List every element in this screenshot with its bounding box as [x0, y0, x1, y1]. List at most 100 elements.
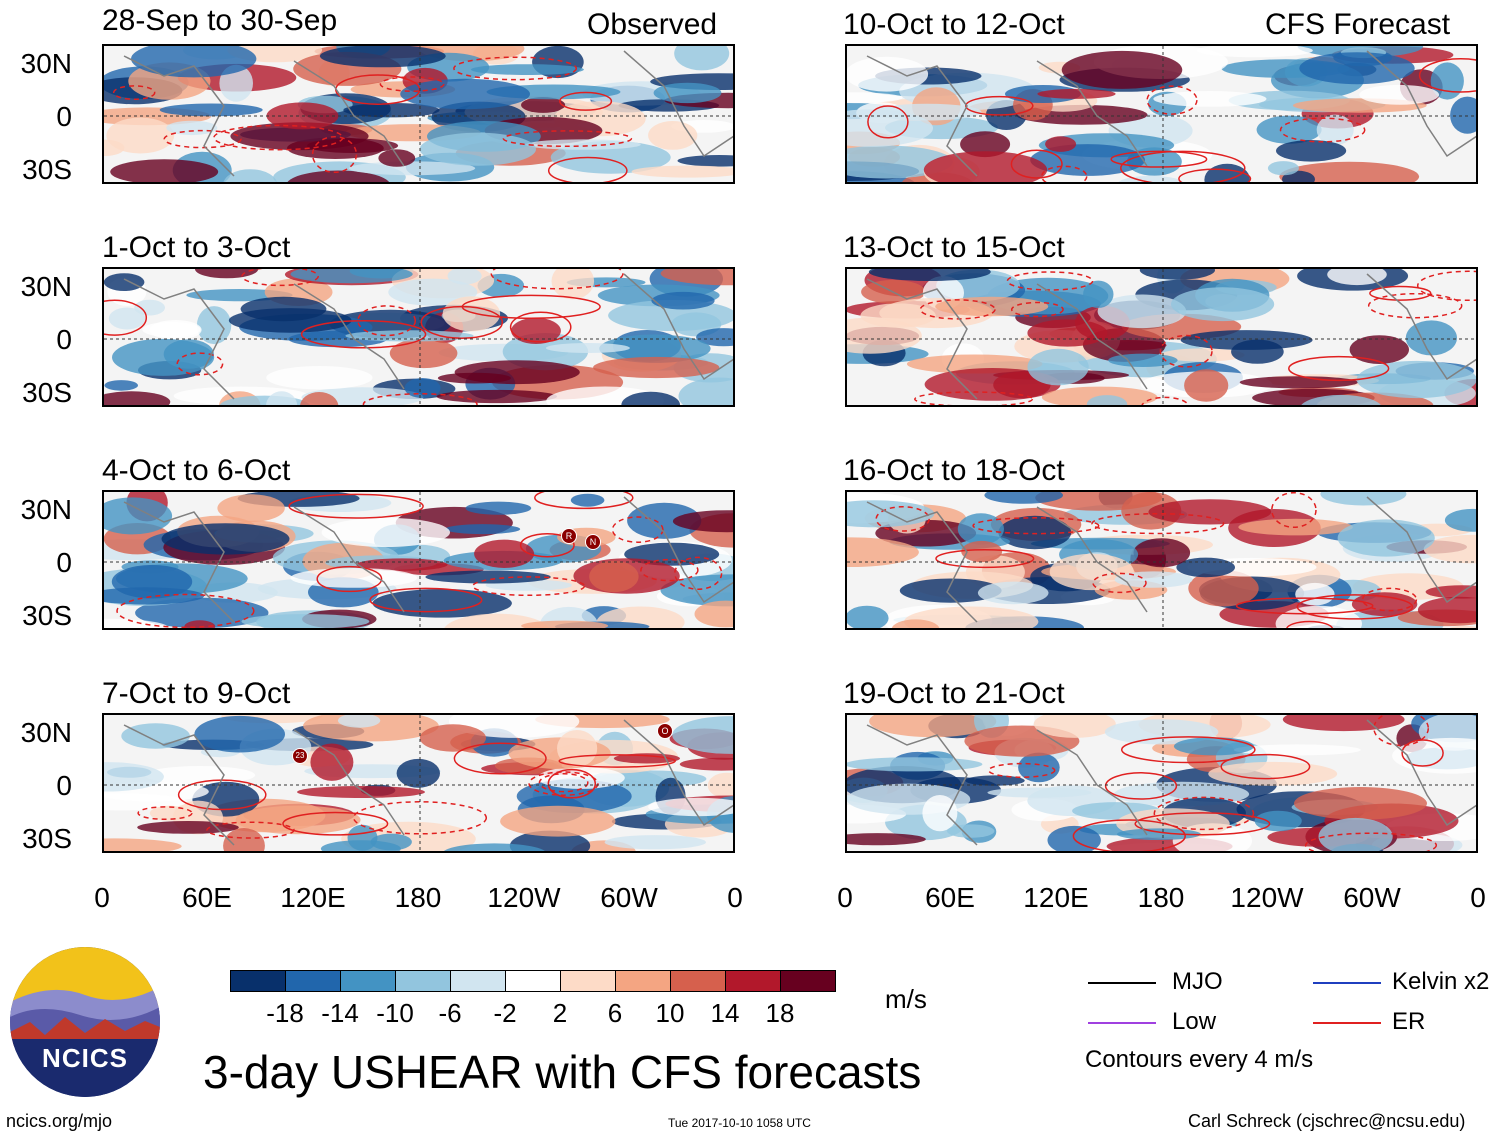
lon-label: 60W: [1343, 882, 1401, 913]
lat-label: 0: [56, 770, 72, 801]
map-panel-fcst-3: [845, 490, 1478, 630]
shear-anomaly-blob: [551, 269, 595, 300]
er-contour: [1010, 301, 1064, 318]
shear-anomaly-blob: [106, 117, 175, 154]
footer-timestamp: Tue 2017-10-10 1058 UTC: [668, 1116, 811, 1130]
lon-label: 60E: [182, 882, 232, 913]
shear-anomaly-blob: [525, 139, 641, 150]
shear-anomaly-blob: [321, 517, 450, 547]
shear-anomaly-blob: [869, 715, 997, 738]
legend-mjo-label: MJO: [1172, 968, 1223, 995]
er-contour: [490, 269, 624, 290]
shear-anomaly-blob: [290, 269, 413, 284]
lat-label: 0: [56, 547, 72, 578]
legend-kelvin-line: [1313, 982, 1381, 984]
colorbar-swatch: [615, 970, 671, 992]
panel-title-obs-2: 1-Oct to 3-Oct: [102, 231, 291, 264]
shear-anomaly-blob: [104, 587, 205, 605]
shear-anomaly-blob: [1318, 817, 1393, 851]
er-contour: [1279, 117, 1366, 143]
coastline: [293, 60, 405, 167]
shear-anomaly-blob: [1104, 719, 1219, 745]
colorbar-tick-label: -2: [493, 998, 517, 1028]
shear-anomaly-blob: [266, 366, 373, 390]
shear-anomaly-blob: [134, 299, 165, 316]
shear-anomaly-blob: [297, 786, 425, 798]
er-contour: [1304, 832, 1438, 851]
coastline: [123, 55, 235, 177]
ncics-logo: NCICS: [10, 947, 160, 1097]
observed-header: Observed: [587, 8, 718, 41]
shear-anomaly-blob: [1405, 320, 1457, 356]
shear-anomaly-blob: [599, 334, 711, 363]
lat-label: 30S: [22, 823, 72, 854]
lon-label: 0: [94, 882, 110, 913]
shear-anomaly-blob: [1033, 715, 1116, 738]
colorbar-tick-label: -10: [376, 998, 414, 1028]
er-contour: [1110, 150, 1208, 168]
shear-anomaly-blob: [960, 131, 1011, 158]
er-contour: [352, 801, 488, 835]
colorbar-tick-label: 10: [655, 998, 685, 1028]
shear-anomaly-blob: [378, 149, 416, 167]
shear-anomaly-blob: [290, 568, 418, 588]
shear-anomaly-blob: [961, 540, 1003, 563]
shear-anomaly-blob: [1116, 828, 1201, 840]
er-contour: [453, 742, 547, 775]
er-contour: [547, 156, 628, 182]
er-contour: [1286, 620, 1334, 628]
shear-anomaly-blob: [679, 757, 733, 771]
shear-anomaly-blob: [1233, 744, 1361, 756]
legend-contour-note: Contours every 4 m/s: [1085, 1046, 1314, 1073]
er-contour: [914, 391, 1034, 405]
shear-anomaly-blob: [1061, 50, 1183, 89]
coastline: [293, 729, 405, 836]
shear-anomaly-blob: [570, 493, 605, 507]
shear-anomaly-blob: [108, 307, 146, 330]
shear-anomaly-blob: [1320, 492, 1407, 506]
map-panel-obs-1: [102, 44, 735, 184]
shear-anomaly-blob: [443, 843, 545, 851]
shear-anomaly-blob: [627, 502, 702, 539]
shear-anomaly-blob: [1139, 269, 1215, 280]
shear-anomaly-blob: [1295, 582, 1335, 606]
shear-anomaly-blob: [1153, 91, 1267, 107]
er-contour: [1104, 772, 1178, 800]
shear-anomaly-blob: [287, 170, 390, 182]
lon-label: 180: [394, 882, 442, 913]
footer-url[interactable]: ncics.org/mjo: [6, 1111, 113, 1131]
shear-anomaly-blob: [161, 523, 290, 555]
shear-anomaly-blob: [217, 494, 285, 522]
colorbar-swatch: [285, 970, 341, 992]
er-contour: [965, 95, 1034, 116]
shear-anomaly-blob: [1030, 144, 1145, 176]
shear-anomaly-blob: [1108, 353, 1178, 367]
shear-anomaly-blob: [1276, 140, 1347, 162]
shear-anomaly-blob: [1208, 761, 1338, 786]
shear-anomaly-blob: [1444, 508, 1476, 532]
shear-anomaly-blob: [110, 159, 219, 182]
coastline: [1036, 283, 1148, 390]
shear-anomaly-blob: [1027, 319, 1108, 347]
shear-anomaly-blob: [1450, 96, 1476, 134]
coastline: [866, 278, 978, 400]
lon-label: 0: [727, 882, 743, 913]
colorbar-tick-label: 6: [607, 998, 623, 1028]
colorbar-swatch: [230, 970, 286, 992]
er-contour: [558, 754, 676, 768]
shear-anomaly-blob: [419, 724, 486, 752]
coastline: [1366, 50, 1476, 158]
panel-title-fcst-1: 10-Oct to 12-Oct: [843, 8, 1065, 41]
shear-anomaly-blob: [349, 161, 476, 176]
shear-anomaly-blob: [1160, 348, 1245, 362]
colorbar-swatch: [450, 970, 506, 992]
er-contour: [611, 516, 664, 543]
shear-anomaly-blob: [1204, 163, 1250, 182]
lon-label: 180: [1137, 882, 1185, 913]
er-contour: [453, 56, 578, 81]
shear-anomaly-blob: [947, 824, 995, 838]
er-contour: [972, 517, 1100, 535]
shear-anomaly-blob: [593, 356, 720, 379]
colorbar-swatch: [340, 970, 396, 992]
lat-label: 30N: [20, 271, 72, 302]
